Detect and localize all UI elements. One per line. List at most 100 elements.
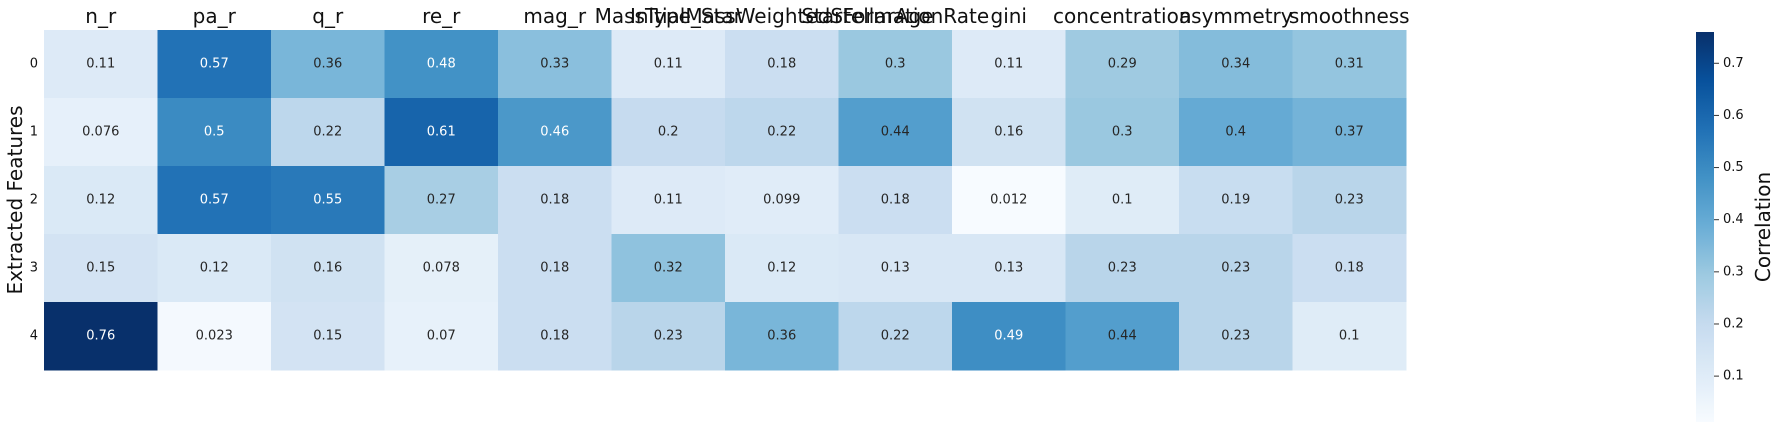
heatmap-cell xyxy=(1292,98,1407,167)
heatmap-cell xyxy=(271,166,385,235)
heatmap-cell xyxy=(838,30,953,99)
heatmap-cell xyxy=(1292,302,1407,371)
cell-value-label: 0.15 xyxy=(313,329,342,344)
cell-value-label: 0.11 xyxy=(994,57,1023,72)
heatmap-cell xyxy=(157,234,272,303)
heatmap-cell xyxy=(1179,30,1293,99)
column-label: re_r xyxy=(422,4,461,28)
cell-value-label: 0.15 xyxy=(86,261,115,276)
heatmap-cell xyxy=(1179,166,1293,235)
heatmap-cell xyxy=(157,30,272,99)
heatmap-cell xyxy=(1065,30,1180,99)
heatmap-cell xyxy=(498,302,612,371)
column-label: concentration xyxy=(1053,4,1192,28)
heatmap-cell xyxy=(44,166,158,235)
cell-value-label: 0.61 xyxy=(427,125,456,140)
heatmap-cell xyxy=(725,98,839,167)
heatmap-cell xyxy=(157,166,272,235)
cell-value-label: 0.36 xyxy=(767,329,796,344)
cell-value-label: 0.18 xyxy=(881,193,910,208)
cell-value-label: 0.11 xyxy=(654,193,683,208)
row-label: 0 xyxy=(30,57,38,72)
cell-value-label: 0.3 xyxy=(885,57,906,72)
column-label: n_r xyxy=(85,4,117,28)
cell-value-label: 0.36 xyxy=(313,57,342,72)
cell-value-label: 0.23 xyxy=(1108,261,1137,276)
colorbar-tick-label: 0.6 xyxy=(1723,108,1744,123)
cell-value-label: 0.11 xyxy=(86,57,115,72)
cell-value-label: 0.099 xyxy=(763,193,800,208)
heatmap-cell xyxy=(44,30,158,99)
cell-value-label: 0.023 xyxy=(196,329,233,344)
heatmap-cell xyxy=(157,302,272,371)
y-axis-title: Extracted Features xyxy=(3,106,27,295)
heatmap-cell xyxy=(611,234,726,303)
cell-value-label: 0.11 xyxy=(654,57,683,72)
cell-value-label: 0.31 xyxy=(1335,57,1364,72)
heatmap-cell xyxy=(611,30,726,99)
cell-value-label: 0.12 xyxy=(767,261,796,276)
heatmap-cell xyxy=(725,302,839,371)
column-label: mag_r xyxy=(523,4,586,28)
cell-value-label: 0.18 xyxy=(1335,261,1364,276)
cell-value-label: 0.27 xyxy=(427,193,456,208)
colorbar-tick-label: 0.3 xyxy=(1723,264,1744,279)
cell-value-label: 0.012 xyxy=(990,193,1027,208)
row-labels: 0 1 2 3 4 xyxy=(30,57,38,344)
heatmap-cells: 0.11 0.57 0.36 0.48 0.33 0.11 0.18 0.3 0.11 0.29 0… xyxy=(44,30,1407,371)
cell-value-label: 0.32 xyxy=(654,261,683,276)
heatmap-cell xyxy=(1179,302,1293,371)
cell-value-label: 0.076 xyxy=(82,125,119,140)
cell-value-label: 0.3 xyxy=(1112,125,1133,140)
cell-value-label: 0.46 xyxy=(540,125,569,140)
cell-value-label: 0.34 xyxy=(1221,57,1250,72)
heatmap-cell xyxy=(271,30,385,99)
cell-value-label: 0.22 xyxy=(881,329,910,344)
cell-value-label: 0.23 xyxy=(1221,261,1250,276)
cell-value-label: 0.16 xyxy=(313,261,342,276)
heatmap-cell xyxy=(725,234,839,303)
colorbar-tick-label: 0.2 xyxy=(1723,316,1744,331)
heatmap-cell xyxy=(1292,234,1407,303)
cell-value-label: 0.18 xyxy=(767,57,796,72)
heatmap-cell xyxy=(44,302,158,371)
cell-value-label: 0.55 xyxy=(313,193,342,208)
column-label: pa_r xyxy=(193,4,237,28)
heatmap-cell xyxy=(1292,166,1407,235)
heatmap-cell xyxy=(1179,234,1293,303)
cell-value-label: 0.33 xyxy=(540,57,569,72)
cell-value-label: 0.22 xyxy=(313,125,342,140)
column-labels: n_r pa_r q_r re_r mag_r MassType_StarInitialM… xyxy=(85,4,1409,28)
cell-value-label: 0.18 xyxy=(540,193,569,208)
heatmap-cell xyxy=(384,166,499,235)
colorbar-tick-label: 0.7 xyxy=(1723,56,1744,71)
cell-value-label: 0.18 xyxy=(540,261,569,276)
cell-value-label: 0.44 xyxy=(881,125,910,140)
cell-value-label: 0.12 xyxy=(200,261,229,276)
row-label: 2 xyxy=(30,193,38,208)
heatmap-cell xyxy=(838,234,953,303)
heatmap-cell xyxy=(384,302,499,371)
heatmap-cell xyxy=(952,166,1066,235)
cell-value-label: 0.2 xyxy=(658,125,679,140)
heatmap-cell xyxy=(384,30,499,99)
heatmap-cell xyxy=(611,98,726,167)
colorbar: 0.1 0.2 0.3 0.4 0.5 0.6 0.7 xyxy=(1696,32,1744,422)
heatmap-cell xyxy=(44,98,158,167)
cell-value-label: 0.5 xyxy=(204,125,225,140)
heatmap-cell xyxy=(498,98,612,167)
cell-value-label: 0.19 xyxy=(1221,193,1250,208)
cell-value-label: 0.1 xyxy=(1339,329,1360,344)
heatmap-cell xyxy=(838,166,953,235)
heatmap-cell xyxy=(271,234,385,303)
column-label: q_r xyxy=(312,4,344,28)
cell-value-label: 0.23 xyxy=(1221,329,1250,344)
row-label: 3 xyxy=(30,261,38,276)
cell-value-label: 0.16 xyxy=(994,125,1023,140)
heatmap-cell xyxy=(1065,166,1180,235)
heatmap-cell xyxy=(271,302,385,371)
heatmap-cell xyxy=(611,302,726,371)
heatmap-cell xyxy=(838,302,953,371)
cell-value-label: 0.29 xyxy=(1108,57,1137,72)
